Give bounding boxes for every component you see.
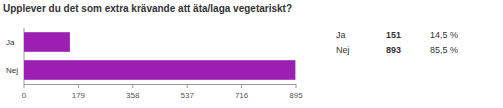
table-count: 151 [386,30,401,40]
bar [24,32,70,52]
x-tick [187,84,188,88]
chart: Upplever du det som extra krävande att ä… [0,0,503,108]
x-tick [78,84,79,88]
x-tick [241,84,242,88]
bars [24,32,295,80]
table-percentage: 14,5 % [430,30,458,40]
category-label: Nej [6,66,18,75]
table-category: Ja [336,30,346,40]
x-tick-label: 895 [289,91,303,100]
x-tick-label: 537 [181,91,195,100]
category-label: Ja [6,38,15,47]
title: Upplever du det som extra krävande att ä… [3,3,292,14]
x-tick [132,84,133,88]
root: Upplever du det som extra krävande att ä… [0,0,503,108]
x-tick-label: 0 [22,91,27,100]
table-category: Nej [336,45,350,55]
x-axis [24,84,296,85]
bar [24,60,295,80]
x-tick [296,84,297,88]
x-tick-label: 358 [126,91,140,100]
table-percentage: 85,5 % [430,45,458,55]
x-tick-label: 716 [235,91,249,100]
x-tick-label: 179 [72,91,86,100]
table-count: 893 [386,45,401,55]
x-tick [24,84,25,88]
